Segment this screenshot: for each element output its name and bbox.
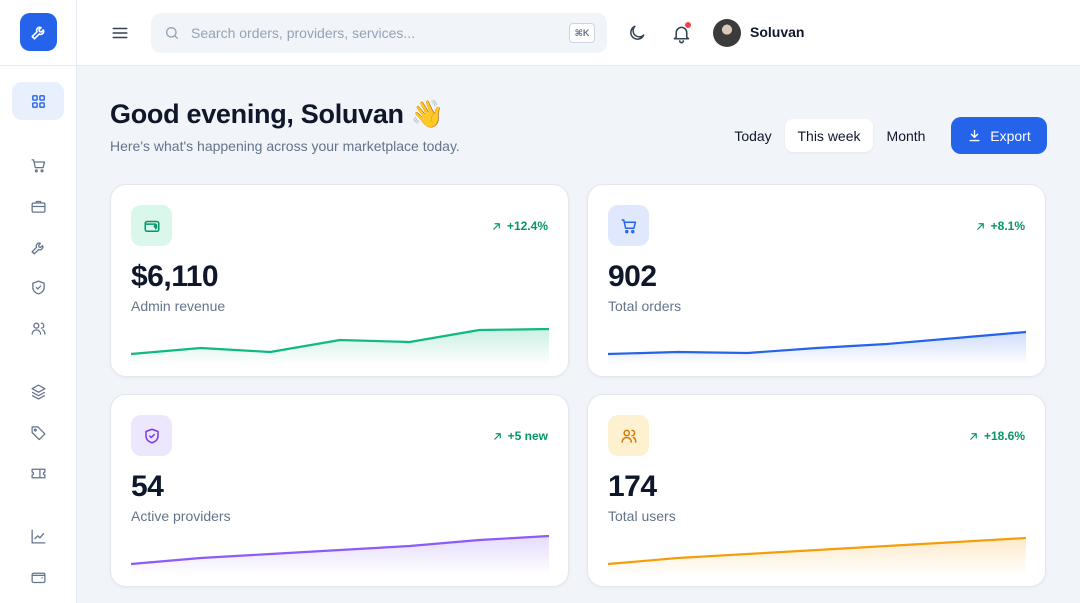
sparkline-chart: [131, 534, 549, 575]
stat-card-providers[interactable]: +5 new 54 Active providers: [110, 394, 569, 587]
sidebar: [0, 0, 77, 603]
wrench-icon: [30, 242, 43, 255]
search-bar: ⌘K: [151, 13, 607, 53]
sidebar-item-analytics[interactable]: [12, 517, 64, 555]
metric-value: $6,110: [131, 260, 219, 293]
metric-value: 174: [608, 470, 657, 503]
avatar[interactable]: [713, 19, 741, 47]
metric-label: Admin revenue: [131, 298, 226, 314]
download-icon: [969, 129, 980, 142]
sparkline-chart: [608, 330, 1026, 365]
trend-value: +5 new: [507, 429, 548, 443]
wallet-icon: [30, 572, 46, 583]
theme-toggle-button[interactable]: [626, 22, 648, 44]
trend-indicator: +12.4%: [491, 219, 548, 233]
shield-icon: [144, 428, 159, 443]
trend-value: +12.4%: [506, 219, 548, 233]
trend-indicator: +8.1%: [975, 219, 1025, 233]
sidebar-item-tags[interactable]: [12, 413, 64, 451]
layers-icon: [30, 383, 46, 400]
search-input[interactable]: [191, 13, 551, 53]
wrench-icon: [30, 26, 44, 40]
top-header: ⌘K Soluvan: [77, 0, 1080, 66]
grid-icon: [31, 94, 45, 108]
arrow-up-right-icon: [493, 222, 500, 230]
trend-value: +8.1%: [990, 219, 1025, 233]
sparkline-chart: [131, 327, 549, 365]
sparkline-line: [608, 330, 1026, 356]
hamburger-icon: [112, 27, 128, 39]
briefcase-icon: [30, 200, 46, 213]
notifications-button[interactable]: [669, 21, 693, 45]
card-icon-tile: [608, 205, 649, 246]
ticket-icon: [30, 468, 46, 478]
stat-card-users[interactable]: +18.6% 174 Total users: [587, 394, 1046, 587]
cart-icon: [621, 218, 636, 233]
shield-icon: [31, 279, 45, 295]
menu-button[interactable]: [110, 23, 130, 43]
sparkline-line: [608, 536, 1026, 566]
sidebar-item-wallet[interactable]: [12, 558, 64, 596]
sparkline-area: [608, 538, 1026, 575]
moon-icon: [630, 25, 645, 40]
sidebar-item-dashboard[interactable]: [12, 82, 64, 120]
cart-icon: [30, 158, 45, 172]
arrow-up-right-icon: [976, 222, 984, 230]
range-tab-today[interactable]: Today: [734, 127, 772, 144]
card-icon-tile: [131, 415, 172, 456]
sparkline-line: [131, 534, 549, 566]
sidebar-item-users[interactable]: [12, 309, 64, 347]
sidebar-item-tickets[interactable]: [12, 454, 64, 492]
sidebar-item-orders[interactable]: [12, 146, 64, 184]
sparkline-line: [131, 327, 549, 356]
sidebar-divider: [0, 65, 77, 66]
range-tab-this-week[interactable]: This week: [785, 119, 873, 152]
metric-label: Total orders: [608, 298, 682, 314]
chart-line-icon: [30, 528, 46, 544]
sparkline-area: [131, 536, 549, 575]
metric-value: 54: [131, 470, 164, 503]
page-subtitle: Here's what's happening across your mark…: [110, 138, 460, 154]
sidebar-item-providers[interactable]: [12, 268, 64, 306]
bell-icon: [673, 26, 689, 43]
metric-label: Total users: [608, 508, 676, 524]
card-icon-tile: [608, 415, 649, 456]
sidebar-item-tools[interactable]: [12, 228, 64, 266]
search-icon: [166, 27, 178, 39]
stat-card-orders[interactable]: +8.1% 902 Total orders: [587, 184, 1046, 377]
app-logo[interactable]: [20, 13, 57, 51]
user-name[interactable]: Soluvan: [750, 24, 805, 40]
card-icon-tile: [131, 205, 172, 246]
sparkline-area: [131, 329, 549, 365]
arrow-up-right-icon: [493, 432, 501, 440]
tag-icon: [30, 425, 46, 440]
users-icon: [621, 429, 636, 443]
sparkline-chart: [608, 536, 1026, 575]
wallet-icon: [144, 220, 159, 232]
export-label: Export: [990, 127, 1031, 144]
stat-card-revenue[interactable]: +12.4% $6,110 Admin revenue: [110, 184, 569, 377]
export-button[interactable]: Export: [951, 117, 1047, 154]
metric-value: 902: [608, 260, 657, 293]
users-icon: [30, 322, 46, 335]
trend-indicator: +5 new: [492, 429, 548, 443]
arrow-up-right-icon: [970, 432, 977, 440]
sidebar-item-categories[interactable]: [12, 372, 64, 410]
notification-dot: [684, 21, 692, 29]
metric-label: Active providers: [131, 508, 231, 524]
page-title: Good evening, Soluvan 👋: [110, 99, 445, 129]
range-tab-month[interactable]: Month: [886, 127, 926, 144]
trend-indicator: +18.6%: [968, 429, 1025, 443]
trend-value: +18.6%: [983, 429, 1025, 443]
sidebar-item-services[interactable]: [12, 187, 64, 225]
search-shortcut-badge: ⌘K: [569, 23, 595, 43]
